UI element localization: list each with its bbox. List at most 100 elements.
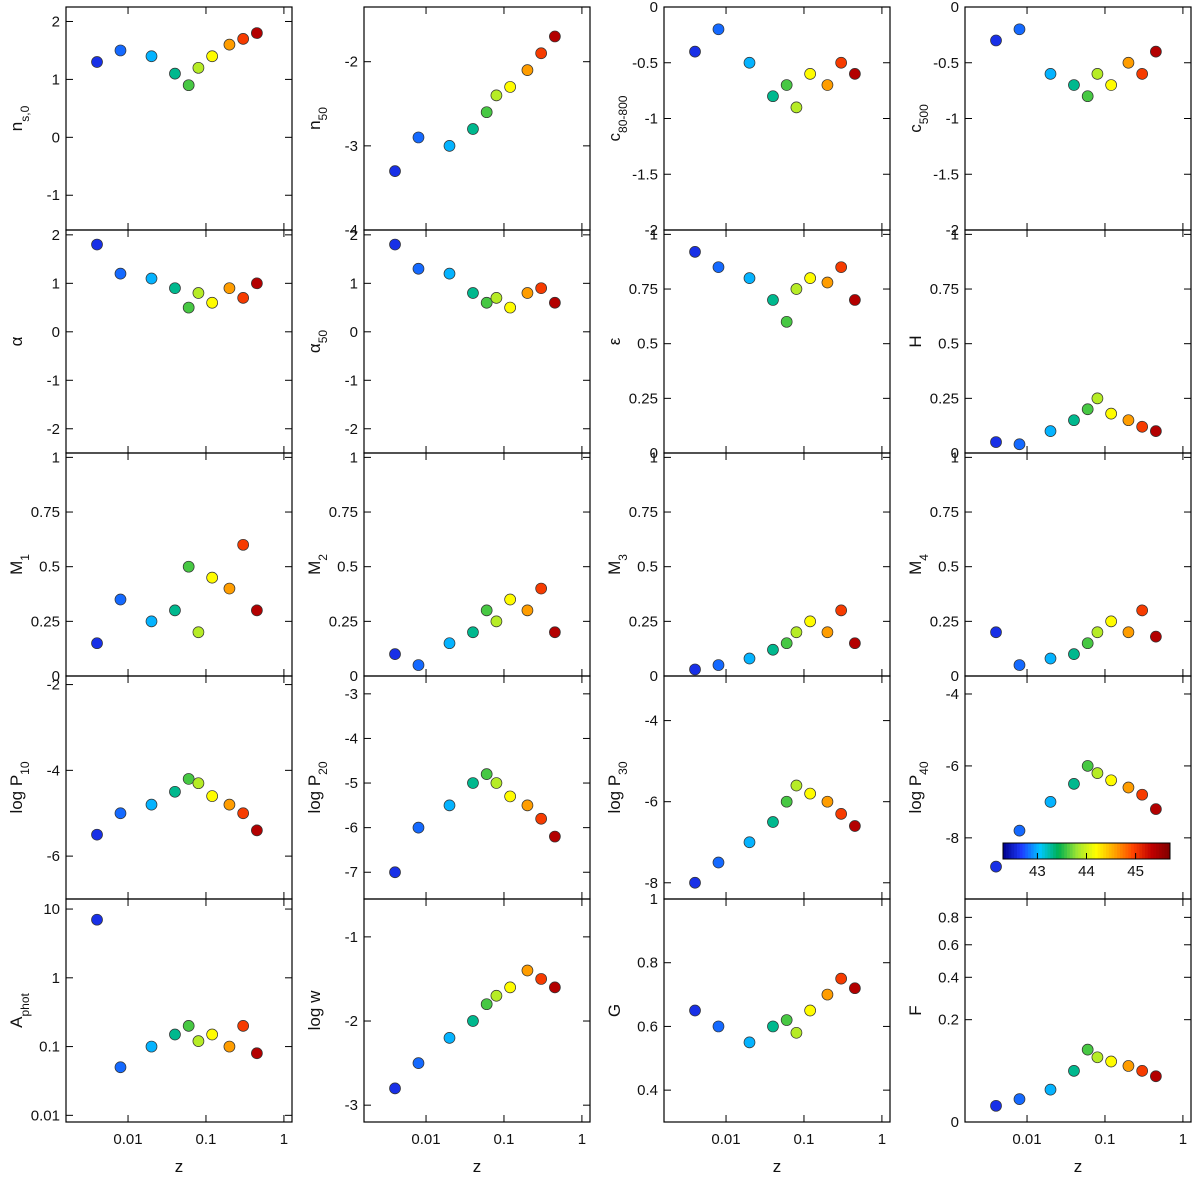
point (990, 436, 1002, 448)
y-axis-label-base: H (906, 335, 925, 347)
point (549, 30, 561, 43)
colorbar-segment (1025, 843, 1029, 859)
colorbar-segment (1086, 843, 1090, 859)
point (389, 866, 401, 879)
y-axis-label-base: α (305, 343, 324, 353)
colorbar-segment (1075, 843, 1079, 859)
point (535, 812, 548, 825)
point (206, 790, 218, 802)
point (1136, 788, 1149, 801)
point (1150, 803, 1162, 815)
point (821, 795, 834, 808)
point (480, 998, 493, 1011)
point (145, 50, 158, 63)
point (780, 315, 793, 328)
y-axis-label-sub: 50 (316, 330, 330, 344)
point (689, 45, 701, 58)
colorbar-segment (1147, 843, 1152, 859)
x-tick-label: 1 (1179, 1131, 1187, 1148)
y-axis-label: H (906, 335, 925, 347)
point (91, 637, 103, 650)
point (443, 637, 456, 650)
colorbar-segment (1133, 843, 1138, 859)
point (389, 165, 401, 177)
colorbar-segment (1022, 843, 1026, 859)
point (1091, 1051, 1104, 1064)
y-tick-label: -4 (946, 686, 959, 703)
panel: -8 -6 -4 log P30 (605, 675, 891, 900)
y-axis-label-base: c (605, 132, 624, 141)
colorbar-segment (1161, 843, 1165, 859)
point (712, 856, 725, 869)
colorbar-segment (1128, 843, 1132, 859)
point (1081, 90, 1094, 103)
y-axis-label: log P20 (305, 761, 330, 813)
y-axis-label: log P40 (906, 761, 931, 813)
point (223, 282, 236, 295)
point (182, 1020, 195, 1032)
plot-frame (363, 452, 591, 677)
point (192, 777, 205, 790)
point (490, 89, 503, 102)
y-tick-label: -3 (345, 1097, 358, 1114)
y-tick-label: -4 (345, 222, 358, 239)
point (1122, 56, 1135, 69)
colorbar-segment (1100, 843, 1104, 859)
y-axis-label-sub: 20 (316, 761, 330, 775)
y-tick-label: 1 (350, 449, 358, 466)
panel: -2 -1.5 -1 -0.5 0 c80-800 (605, 0, 891, 239)
point (504, 593, 516, 606)
y-axis-label-sub: 50 (316, 107, 330, 121)
y-tick-label: 0 (650, 0, 658, 16)
y-tick-label: -8 (946, 830, 959, 847)
colorbar-segment (1058, 843, 1062, 859)
point (712, 659, 725, 671)
y-tick-label: 0.75 (329, 504, 358, 521)
y-tick-label: 0.6 (637, 1018, 658, 1035)
plot-frame (964, 898, 1192, 1123)
point (206, 50, 218, 63)
y-axis-label-base: ε (605, 337, 624, 345)
point (251, 604, 263, 617)
point (480, 604, 493, 617)
point (145, 1040, 158, 1053)
colorbar-tick-label: 43 (1029, 863, 1046, 880)
point (804, 615, 816, 628)
panel: 0 0.25 0.5 0.75 1 M4 (906, 449, 1192, 685)
point (169, 1028, 181, 1041)
point (467, 1015, 479, 1027)
point (1091, 68, 1104, 80)
panel: -8 -6 -4 log P40 (906, 675, 1192, 900)
colorbar-segment (1094, 843, 1099, 859)
colorbar-segment (1131, 843, 1135, 859)
colorbar-segment (1028, 843, 1032, 859)
y-axis-label-sub: s,0 (18, 105, 32, 121)
y-tick-label: -2 (645, 222, 658, 239)
x-axis-label: z (175, 1157, 184, 1176)
point (1105, 774, 1117, 787)
point (712, 1020, 725, 1033)
y-tick-label: 0 (650, 668, 658, 685)
point (1068, 648, 1080, 660)
panel: 0 0.25 0.5 0.75 1 M2 (305, 449, 591, 685)
point (549, 626, 561, 639)
x-tick-label: 1 (280, 1131, 288, 1148)
colorbar-segment (1150, 843, 1154, 859)
y-axis-label: c500 (906, 104, 931, 133)
plot-frame (663, 229, 891, 454)
colorbar-segment (1105, 843, 1110, 859)
point (389, 648, 401, 660)
point (1122, 781, 1135, 794)
colorbar-segment (1067, 843, 1071, 859)
y-tick-label: -2 (946, 222, 959, 239)
colorbar-segment (1139, 843, 1143, 859)
point (467, 626, 479, 639)
point (849, 820, 861, 832)
y-axis-label-base: n (7, 122, 26, 131)
y-tick-label: 1 (650, 891, 658, 908)
point (251, 1047, 263, 1060)
x-tick-label: 1 (578, 1131, 586, 1148)
point (91, 56, 103, 68)
point (535, 282, 548, 295)
y-tick-label: -4 (47, 762, 60, 779)
